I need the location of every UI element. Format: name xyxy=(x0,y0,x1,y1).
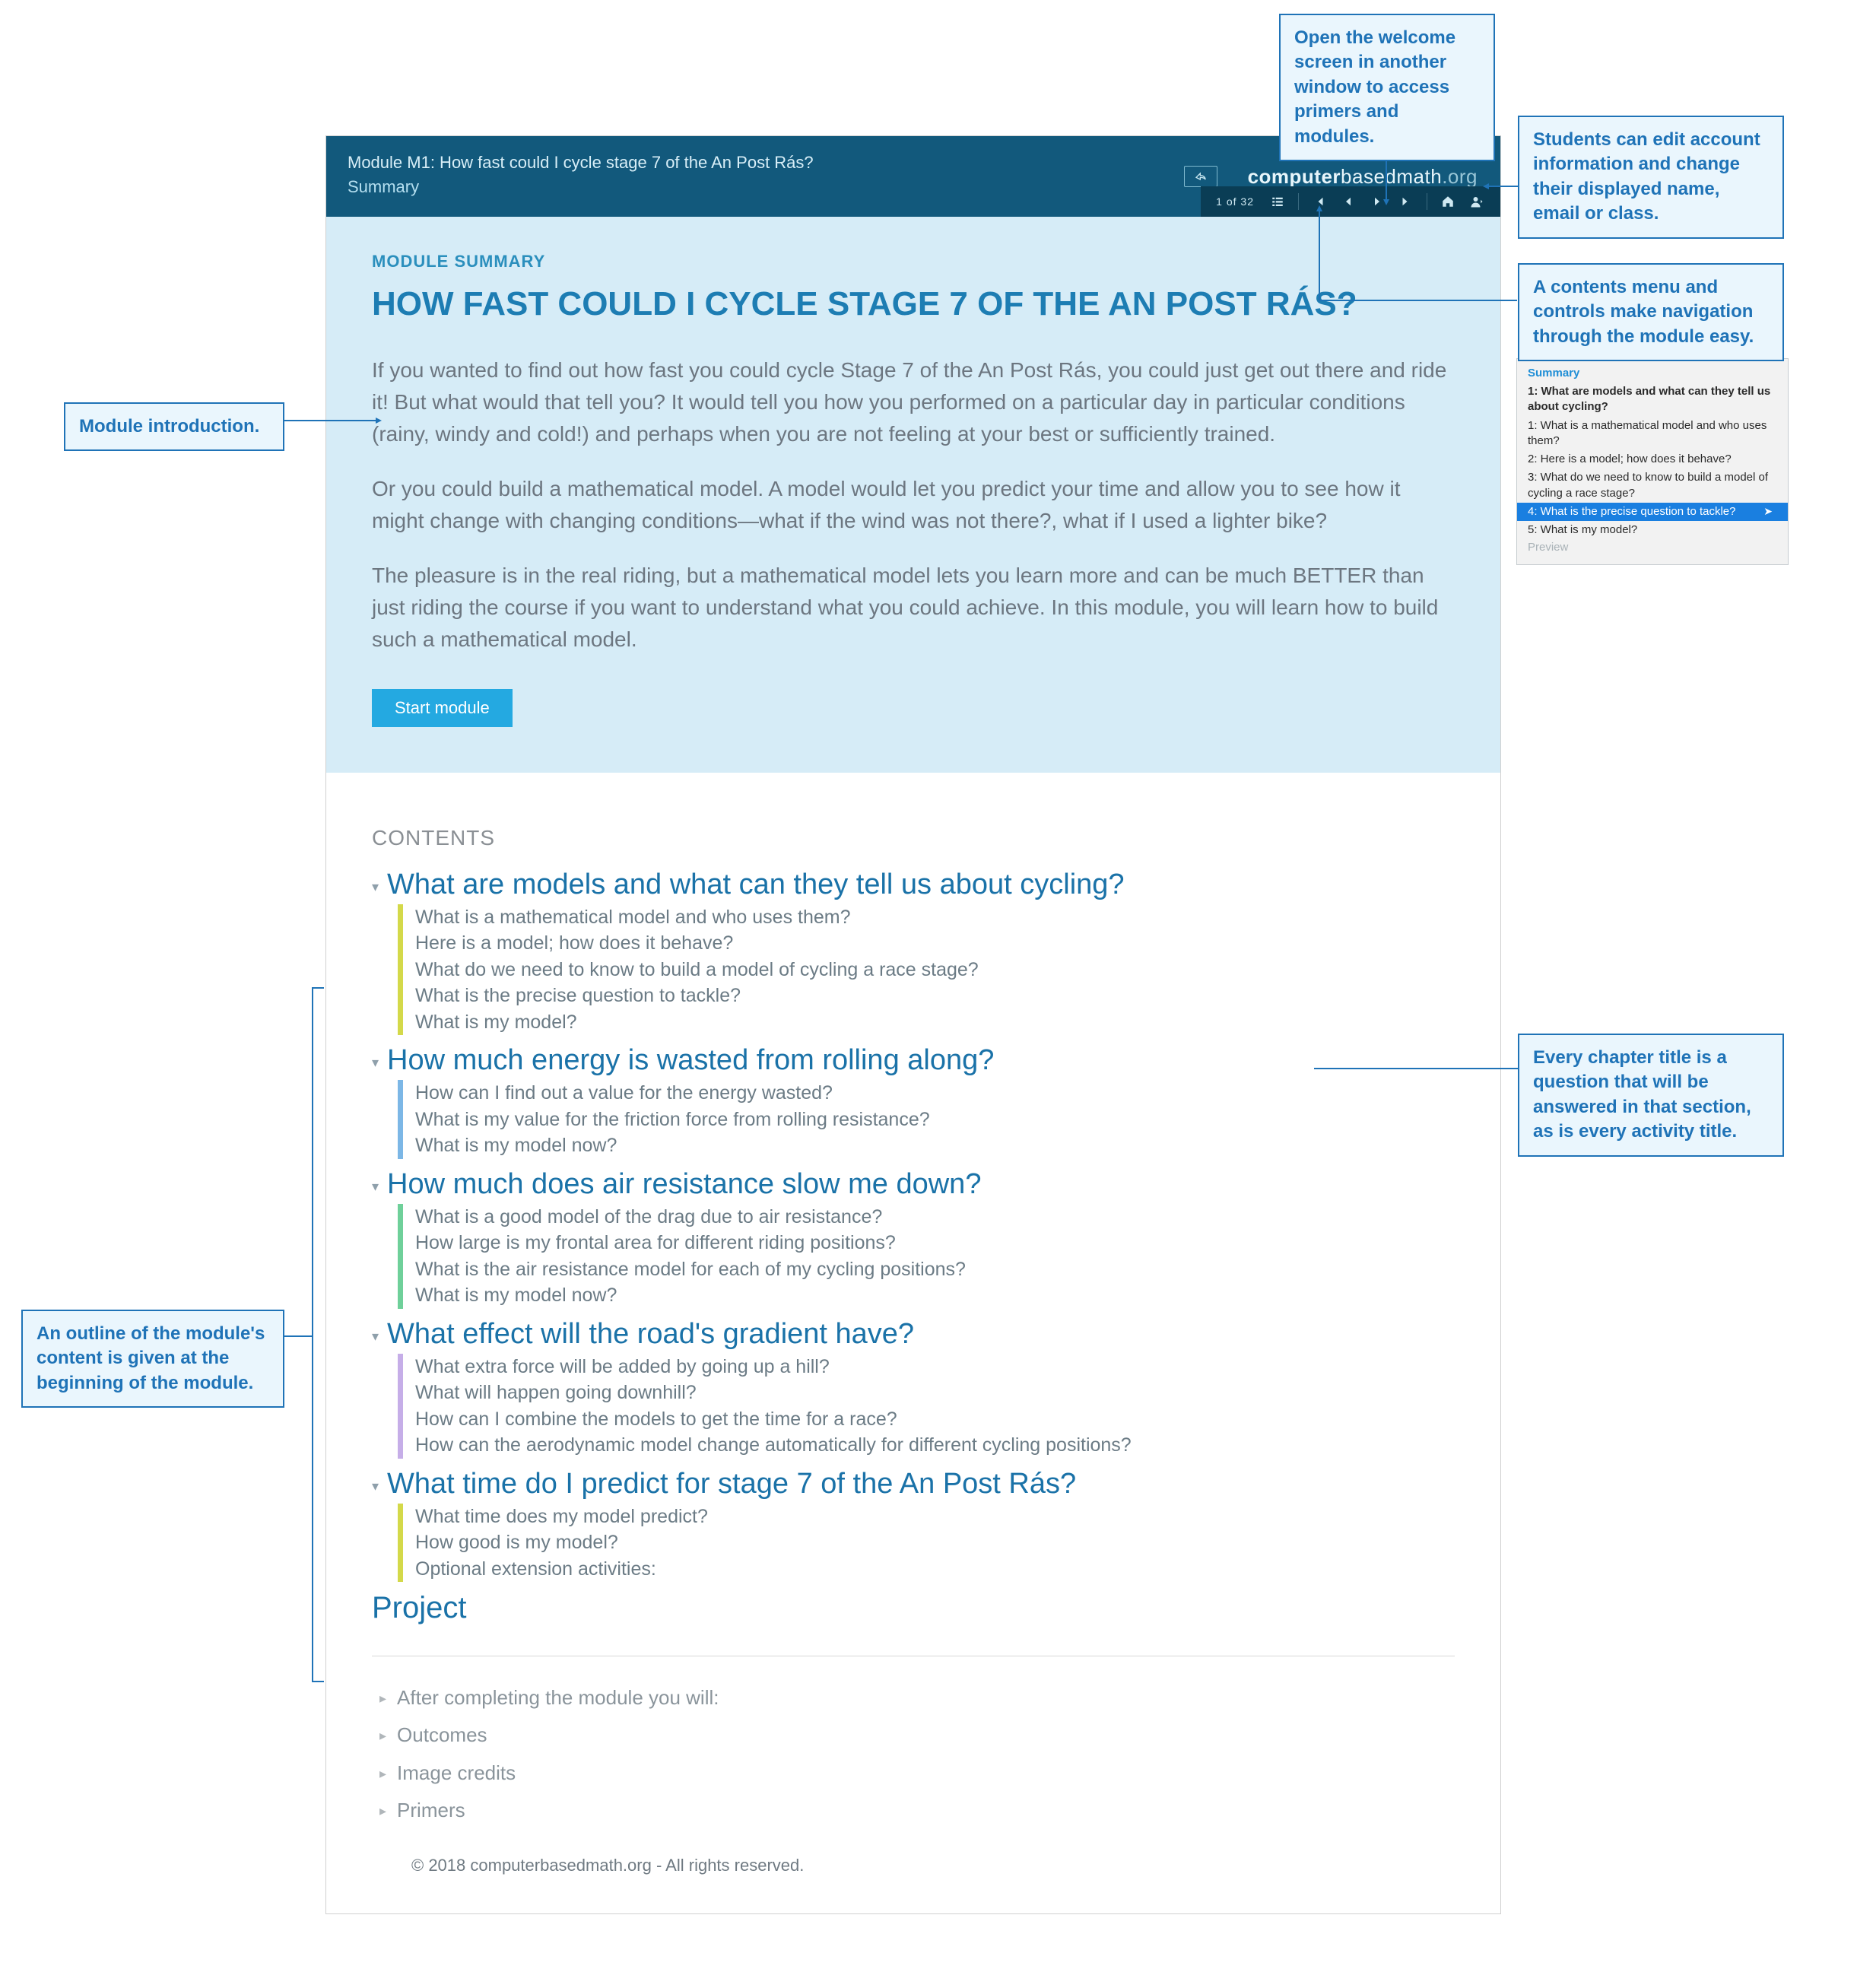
chapter-item[interactable]: What is the air resistance model for eac… xyxy=(415,1256,1455,1283)
inset-item[interactable]: 3: What do we need to know to build a mo… xyxy=(1517,468,1788,503)
meta-item[interactable]: Primers xyxy=(379,1792,1455,1829)
callout-welcome: Open the welcome screen in another windo… xyxy=(1279,14,1495,161)
chapter-title[interactable]: What are models and what can they tell u… xyxy=(387,869,1125,901)
callout-nav: A contents menu and controls make naviga… xyxy=(1518,263,1784,361)
inset-item[interactable]: 5: What is my model? xyxy=(1517,521,1788,539)
chapter-title[interactable]: What time do I predict for stage 7 of th… xyxy=(387,1468,1076,1501)
module-intro: If you wanted to find out how fast you c… xyxy=(372,354,1452,656)
chapter-item[interactable]: What is a mathematical model and who use… xyxy=(415,904,1455,931)
chapter-items: What extra force will be added by going … xyxy=(398,1354,1455,1459)
chapter-item[interactable]: What will happen going downhill? xyxy=(415,1380,1455,1406)
bracket-outline xyxy=(312,987,324,1682)
brand-part: computer xyxy=(1248,165,1341,188)
chapter-item[interactable]: What is the precise question to tackle? xyxy=(415,983,1455,1009)
chapter: ▾How much energy is wasted from rolling … xyxy=(372,1044,1455,1159)
inset-preview: Preview xyxy=(1517,539,1788,555)
chapter: ▾How much does air resistance slow me do… xyxy=(372,1168,1455,1309)
chapter: ▾What time do I predict for stage 7 of t… xyxy=(372,1468,1455,1583)
chapter-items: How can I find out a value for the energ… xyxy=(398,1080,1455,1159)
chapter-item[interactable]: How can I find out a value for the energ… xyxy=(415,1080,1455,1107)
chevron-down-icon[interactable]: ▾ xyxy=(372,1329,387,1345)
contents-panel: CONTENTS ▾What are models and what can t… xyxy=(326,773,1500,1913)
contents-inset: Summary 1: What are models and what can … xyxy=(1516,358,1789,565)
inset-summary[interactable]: Summary xyxy=(1517,367,1788,383)
callout-chapter: Every chapter title is a question that w… xyxy=(1518,1034,1784,1157)
chapter-item[interactable]: How good is my model? xyxy=(415,1529,1455,1556)
callout-intro: Module introduction. xyxy=(64,402,284,451)
contents-icon[interactable] xyxy=(1269,195,1286,208)
chapter: ▾What effect will the road's gradient ha… xyxy=(372,1318,1455,1459)
chevron-down-icon[interactable]: ▾ xyxy=(372,879,387,895)
module-subtitle: Summary xyxy=(348,177,814,197)
chevron-down-icon[interactable]: ▾ xyxy=(372,1179,387,1195)
divider xyxy=(1298,193,1299,210)
chapter-items: What is a good model of the drag due to … xyxy=(398,1204,1455,1309)
inset-heading: 1: What are models and what can they tel… xyxy=(1517,383,1788,417)
chevron-down-icon[interactable]: ▾ xyxy=(372,1055,387,1071)
chapter-title[interactable]: How much does air resistance slow me dow… xyxy=(387,1168,981,1201)
chapter-item[interactable]: What do we need to know to build a model… xyxy=(415,957,1455,983)
intro-paragraph: If you wanted to find out how fast you c… xyxy=(372,354,1452,450)
chapter-item[interactable]: Optional extension activities: xyxy=(415,1556,1455,1583)
chapter: ▾What are models and what can they tell … xyxy=(372,869,1455,1036)
chevron-down-icon[interactable]: ▾ xyxy=(372,1478,387,1494)
module-title: Module M1: How fast could I cycle stage … xyxy=(348,153,814,173)
chapter-item[interactable]: What time does my model predict? xyxy=(415,1504,1455,1530)
chapter-item[interactable]: What extra force will be added by going … xyxy=(415,1354,1455,1380)
chapter-item[interactable]: Here is a model; how does it behave? xyxy=(415,930,1455,957)
callout-account: Students can edit account information an… xyxy=(1518,116,1784,239)
chapter-item[interactable]: What is my value for the friction force … xyxy=(415,1107,1455,1133)
chapter-title[interactable]: What effect will the road's gradient hav… xyxy=(387,1318,914,1351)
brand-part: .org xyxy=(1442,165,1478,188)
cursor-icon: ➤ xyxy=(1763,504,1773,519)
chapter-item[interactable]: What is a good model of the drag due to … xyxy=(415,1204,1455,1231)
chapter-item[interactable]: What is my model? xyxy=(415,1009,1455,1036)
inset-item-highlighted[interactable]: 4: What is the precise question to tackl… xyxy=(1517,503,1788,521)
chapter-item[interactable]: What is my model now? xyxy=(415,1132,1455,1159)
chapter-item[interactable]: How large is my frontal area for differe… xyxy=(415,1230,1455,1256)
chapter-project[interactable]: Project xyxy=(372,1591,1455,1625)
intro-paragraph: The pleasure is in the real riding, but … xyxy=(372,560,1452,656)
page-indicator: 1 of 32 xyxy=(1216,195,1254,208)
inset-item[interactable]: 1: What is a mathematical model and who … xyxy=(1517,417,1788,451)
inset-item-label: 4: What is the precise question to tackl… xyxy=(1528,505,1735,518)
meta-list: After completing the module you will:Out… xyxy=(379,1679,1455,1830)
share-icon[interactable] xyxy=(1184,166,1217,187)
intro-paragraph: Or you could build a mathematical model.… xyxy=(372,473,1452,537)
start-module-button[interactable]: Start module xyxy=(372,689,513,727)
meta-item[interactable]: After completing the module you will: xyxy=(379,1679,1455,1716)
chapter-item[interactable]: How can I combine the models to get the … xyxy=(415,1406,1455,1433)
chapter-item[interactable]: How can the aerodynamic model change aut… xyxy=(415,1432,1455,1459)
contents-heading: CONTENTS xyxy=(372,826,1455,850)
footer-copyright: © 2018 computerbasedmath.org - All right… xyxy=(411,1856,1455,1875)
module-window: Module M1: How fast could I cycle stage … xyxy=(325,135,1501,1914)
meta-item[interactable]: Outcomes xyxy=(379,1716,1455,1754)
chapter-items: What is a mathematical model and who use… xyxy=(398,904,1455,1036)
inset-item[interactable]: 2: Here is a model; how does it behave? xyxy=(1517,450,1788,468)
chapter-title[interactable]: How much energy is wasted from rolling a… xyxy=(387,1044,994,1077)
chapter-item[interactable]: What is my model now? xyxy=(415,1282,1455,1309)
callout-outline: An outline of the module's content is gi… xyxy=(21,1310,284,1408)
brand-part: basedmath xyxy=(1341,165,1442,188)
brand-logo: computerbasedmath.org xyxy=(1248,165,1478,189)
meta-item[interactable]: Image credits xyxy=(379,1755,1455,1792)
chapter-items: What time does my model predict?How good… xyxy=(398,1504,1455,1583)
page-title: HOW FAST COULD I CYCLE STAGE 7 OF THE AN… xyxy=(372,285,1455,324)
eyebrow: MODULE SUMMARY xyxy=(372,252,1455,272)
